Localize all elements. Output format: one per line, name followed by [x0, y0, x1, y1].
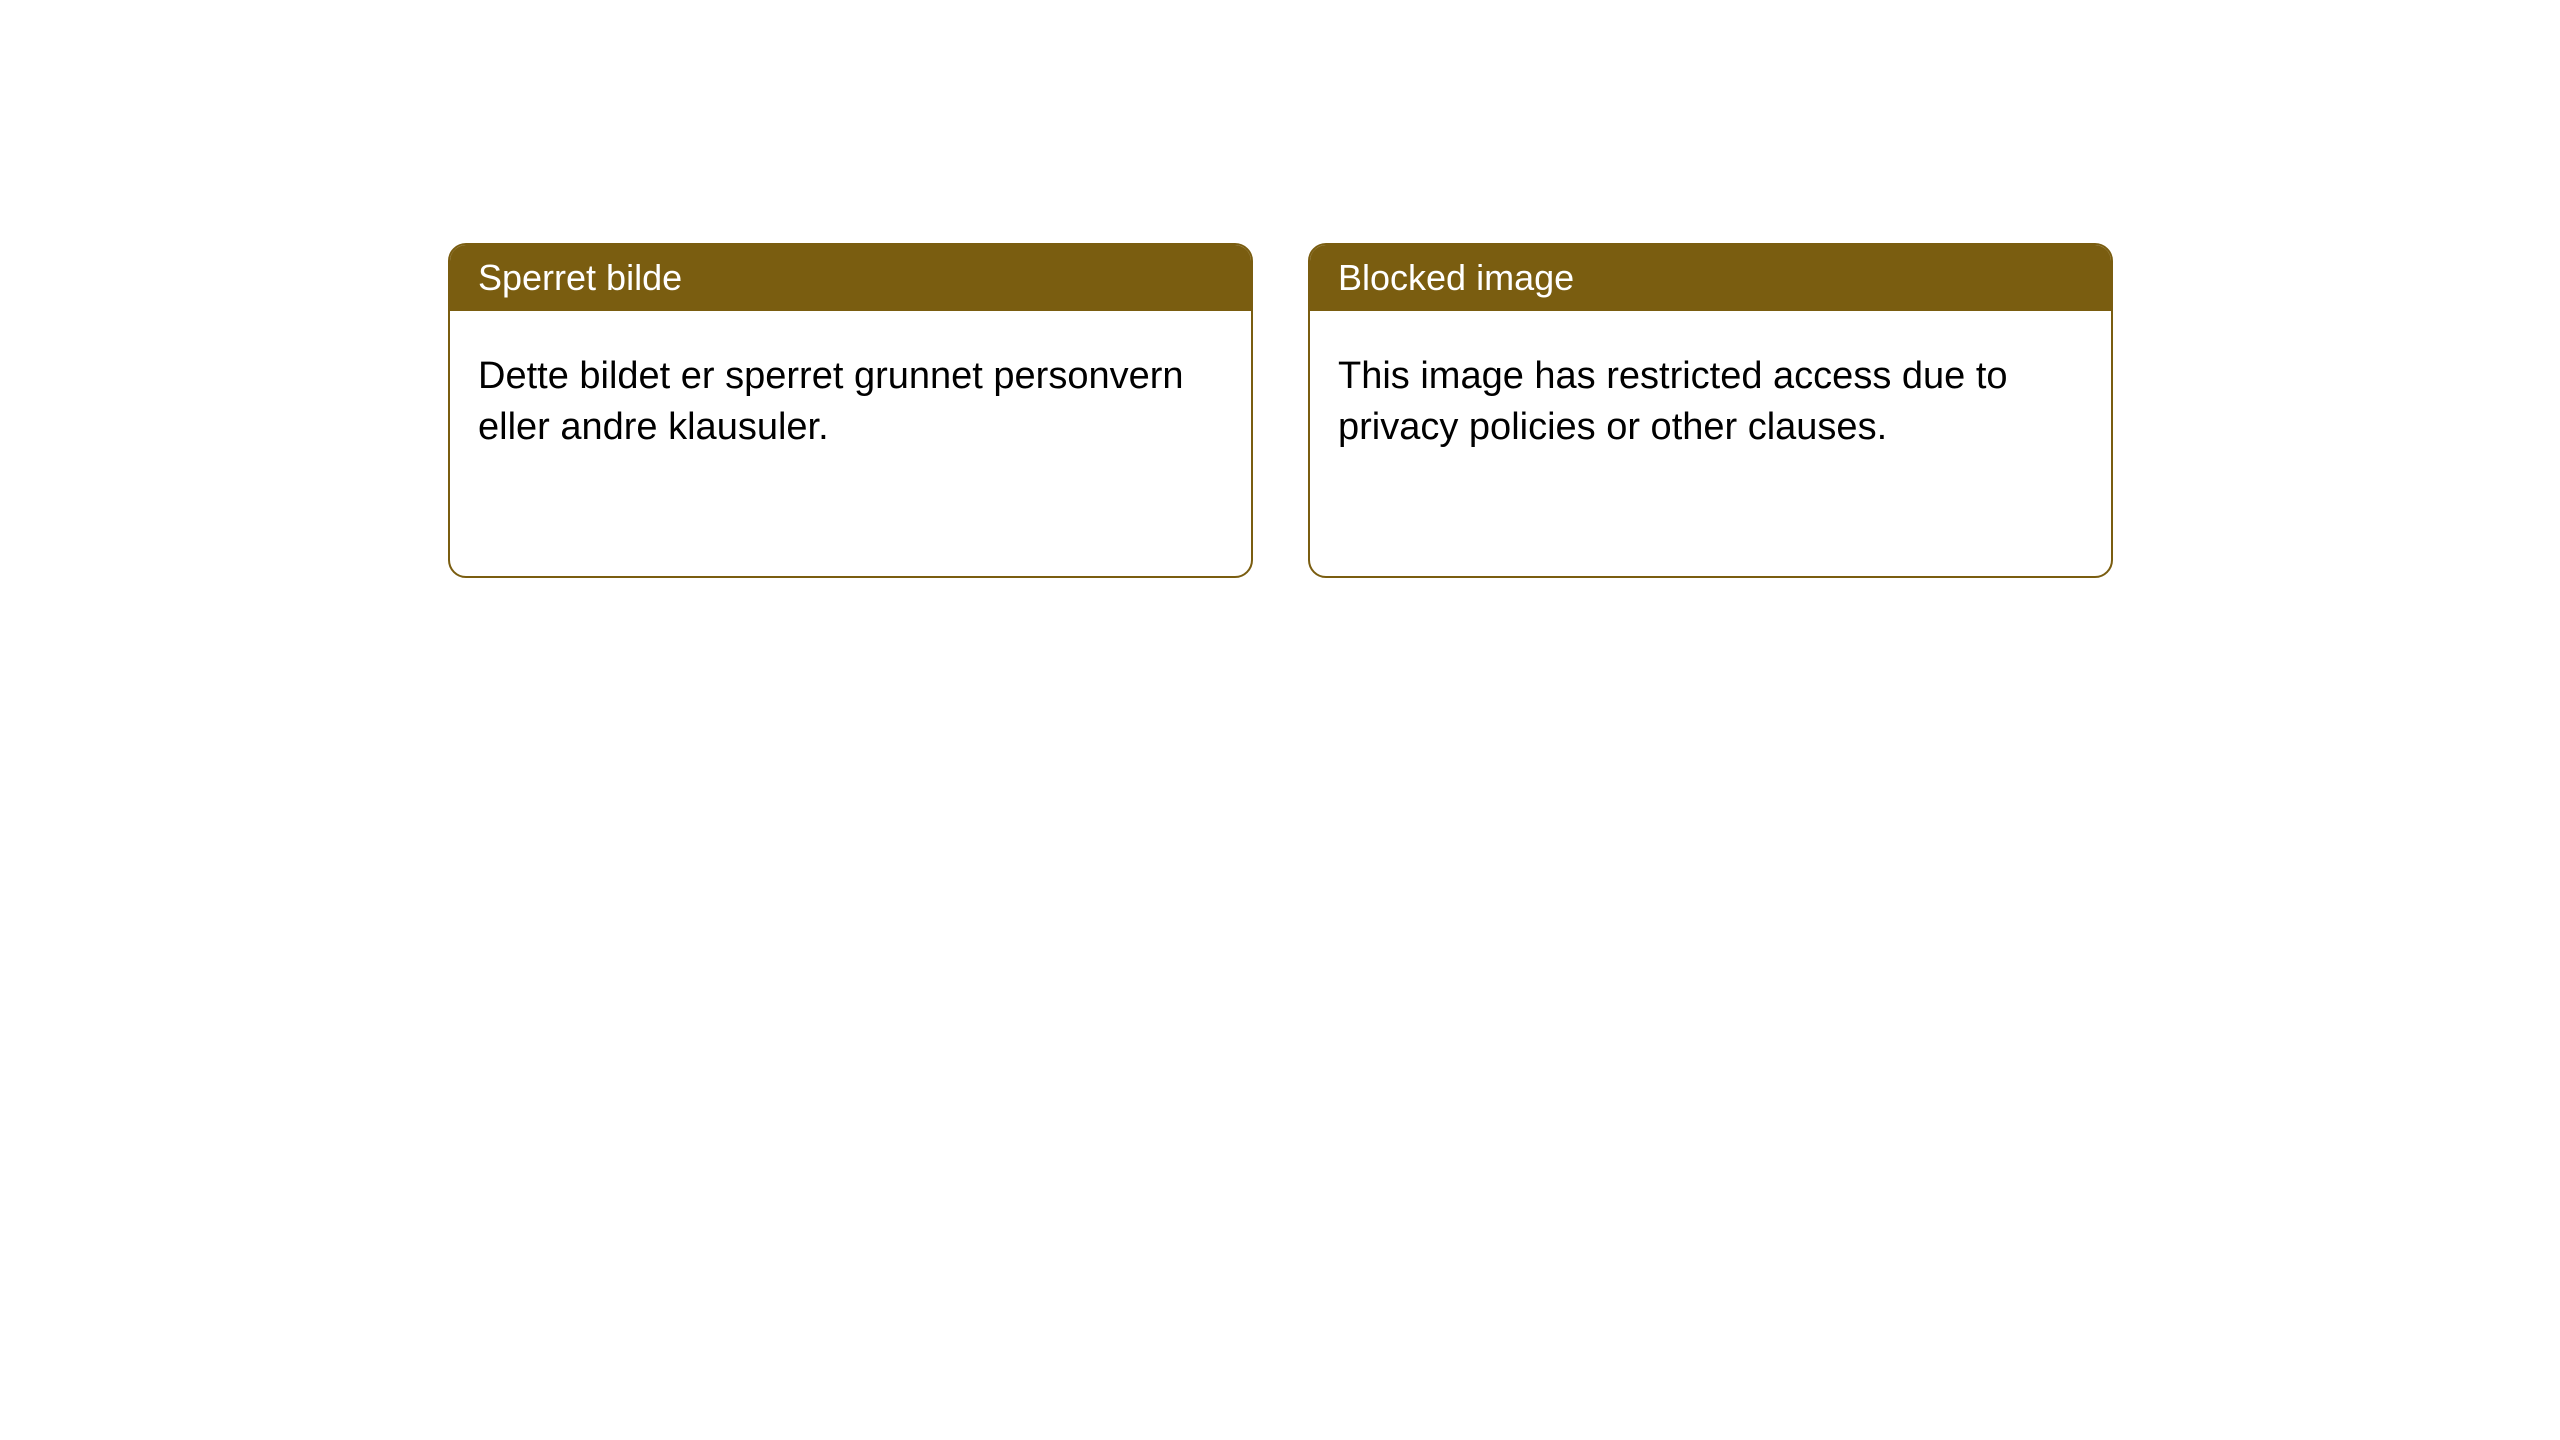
notice-header: Sperret bilde [450, 245, 1251, 311]
notice-title: Sperret bilde [478, 257, 682, 298]
notice-card-english: Blocked image This image has restricted … [1308, 243, 2113, 578]
notice-body-text: This image has restricted access due to … [1338, 355, 2008, 448]
notice-body: Dette bildet er sperret grunnet personve… [450, 311, 1251, 494]
notice-body: This image has restricted access due to … [1310, 311, 2111, 494]
notice-header: Blocked image [1310, 245, 2111, 311]
notice-title: Blocked image [1338, 257, 1574, 298]
notice-container: Sperret bilde Dette bildet er sperret gr… [448, 243, 2113, 578]
notice-card-norwegian: Sperret bilde Dette bildet er sperret gr… [448, 243, 1253, 578]
notice-body-text: Dette bildet er sperret grunnet personve… [478, 355, 1184, 448]
